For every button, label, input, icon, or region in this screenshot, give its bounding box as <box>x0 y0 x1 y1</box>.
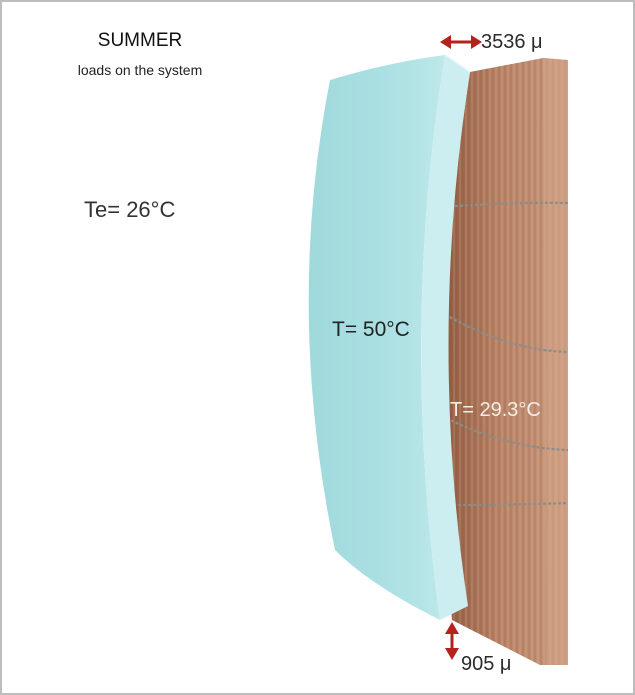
diagram-subtitle: loads on the system <box>77 62 203 78</box>
external-temperature-label: Te= 26°C <box>84 197 176 222</box>
horizontal-arrow-icon <box>440 35 482 49</box>
wood-panel <box>440 58 569 665</box>
vertical-displacement-label: 905 μ <box>461 653 512 675</box>
glass-pane <box>308 54 471 620</box>
vertical-arrow-icon <box>445 622 459 660</box>
wood-temperature-label: T= 29.3°C <box>450 399 541 421</box>
glass-temperature-label: T= 50°C <box>332 318 410 341</box>
horizontal-displacement-label: 3536 μ <box>481 31 543 53</box>
diagram-title: SUMMER <box>97 30 183 51</box>
